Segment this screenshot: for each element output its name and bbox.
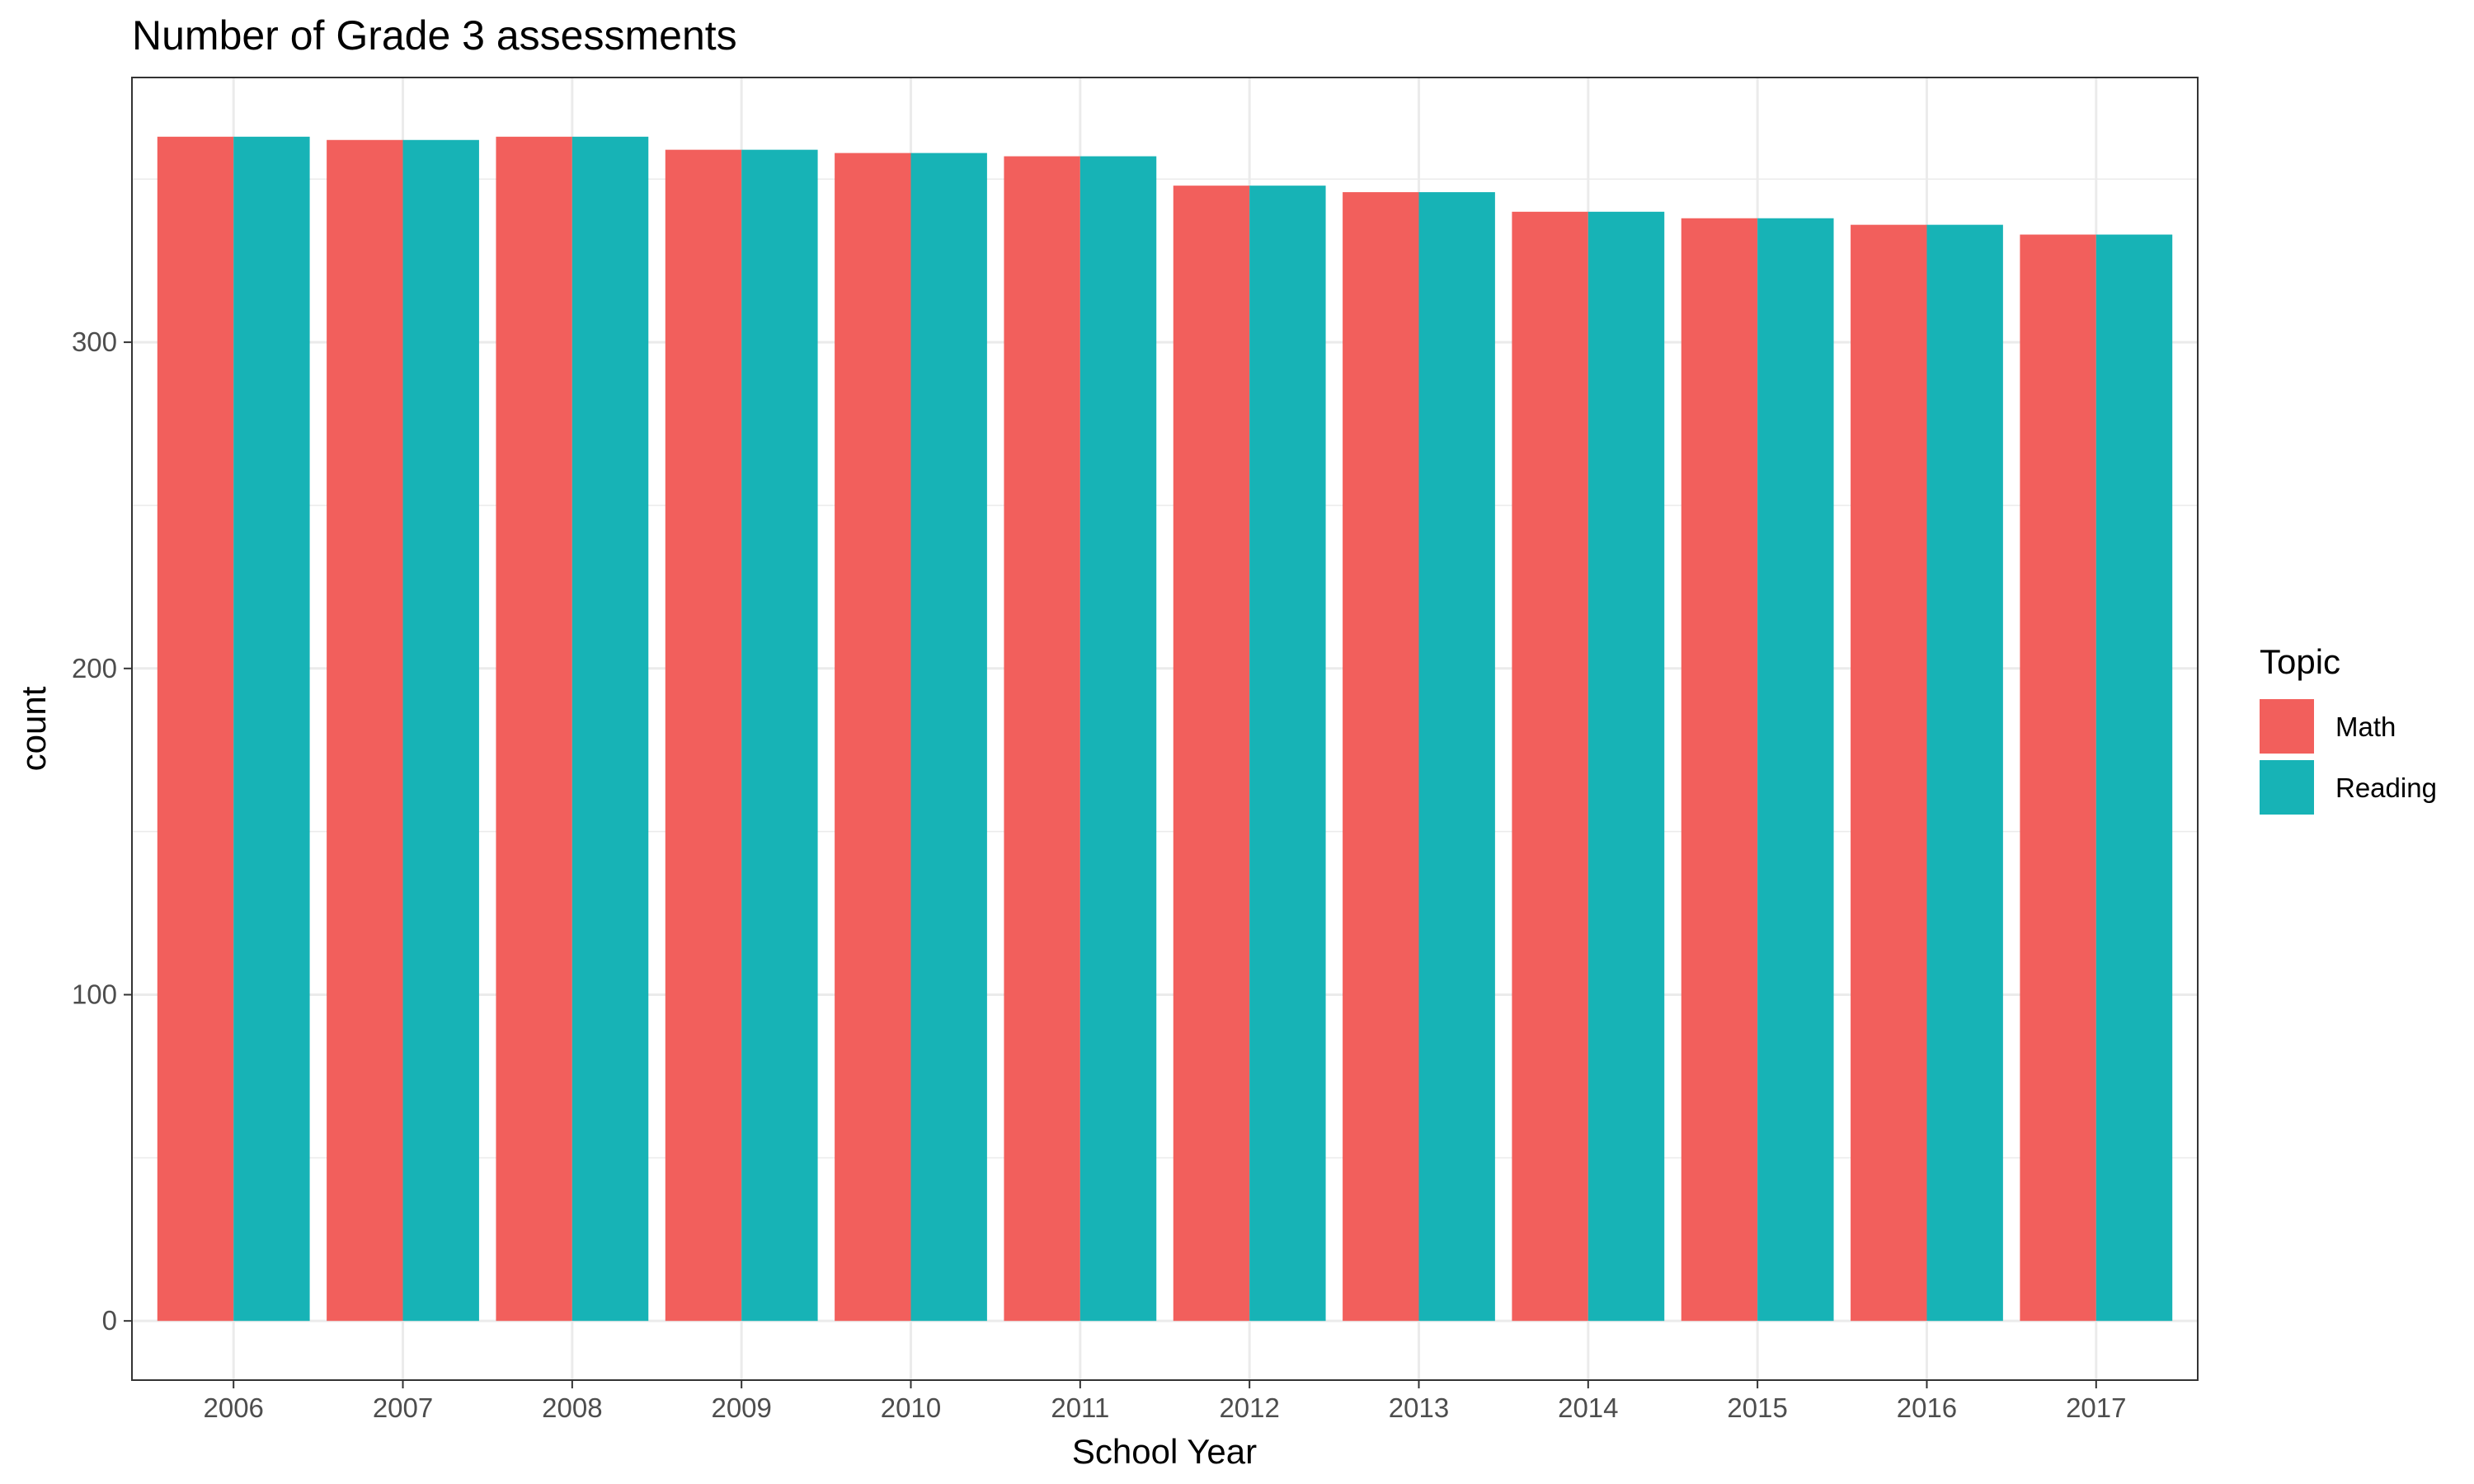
bar-math-2015 (1681, 218, 1758, 1322)
chart-title: Number of Grade 3 assessments (132, 12, 737, 59)
plot-border (131, 77, 2199, 1381)
bar-math-2008 (496, 136, 572, 1322)
bar-math-2009 (665, 149, 742, 1322)
bar-math-2014 (1512, 211, 1588, 1322)
y-axis-title: count (14, 686, 53, 771)
legend-key-math (2260, 699, 2314, 754)
bar-reading-2008 (571, 136, 649, 1322)
x-tick-label: 2016 (1897, 1392, 1957, 1423)
x-tick-label: 2007 (373, 1392, 433, 1423)
bar-math-2010 (835, 153, 911, 1322)
x-tick-label: 2013 (1389, 1392, 1449, 1423)
legend-title: Topic (2260, 642, 2340, 681)
bar-reading-2009 (741, 149, 818, 1322)
x-tick-label: 2014 (1558, 1392, 1618, 1423)
bar-math-2017 (2020, 234, 2096, 1322)
bars (157, 136, 2173, 1322)
legend-key-reading (2260, 760, 2314, 815)
y-tick-label: 200 (72, 653, 117, 683)
x-tick-label: 2017 (2066, 1392, 2126, 1423)
bar-math-2007 (327, 139, 403, 1322)
bar-math-2006 (157, 136, 234, 1322)
x-axis: 2006 2007 2008 2009 2010 2011 2012 2013 2014 2015… (203, 1380, 2127, 1423)
bar-reading-2013 (1418, 192, 1495, 1322)
x-axis-title: School Year (1072, 1432, 1257, 1471)
bar-reading-2014 (1587, 211, 1665, 1322)
bar-math-2012 (1173, 186, 1250, 1322)
legend-label-reading: Reading (2335, 773, 2437, 803)
bar-reading-2012 (1249, 186, 1326, 1322)
x-tick-label: 2006 (203, 1392, 263, 1423)
y-axis: 0 100 200 300 (72, 326, 132, 1336)
x-tick-label: 2008 (542, 1392, 602, 1423)
legend: Topic Math Reading (2260, 642, 2437, 815)
bar-reading-2006 (233, 136, 310, 1322)
x-tick-label: 2015 (1727, 1392, 1787, 1423)
bar-math-2013 (1343, 192, 1419, 1322)
bar-reading-2017 (2095, 234, 2173, 1322)
legend-label-math: Math (2335, 711, 2396, 742)
bar-math-2016 (1851, 224, 1927, 1322)
x-tick-label: 2012 (1219, 1392, 1279, 1423)
y-tick-label: 0 (102, 1305, 117, 1336)
bar-math-2011 (1004, 156, 1080, 1322)
bar-reading-2007 (402, 139, 479, 1322)
x-tick-label: 2010 (881, 1392, 941, 1423)
bar-reading-2015 (1757, 218, 1834, 1322)
x-tick-label: 2009 (711, 1392, 771, 1423)
bar-reading-2016 (1926, 224, 2003, 1322)
y-tick-label: 100 (72, 979, 117, 1009)
legend-items: Math Reading (2260, 699, 2437, 815)
bar-reading-2011 (1079, 156, 1157, 1322)
y-tick-label: 300 (72, 326, 117, 357)
x-tick-label: 2011 (1051, 1392, 1109, 1423)
bar-reading-2010 (910, 153, 987, 1322)
